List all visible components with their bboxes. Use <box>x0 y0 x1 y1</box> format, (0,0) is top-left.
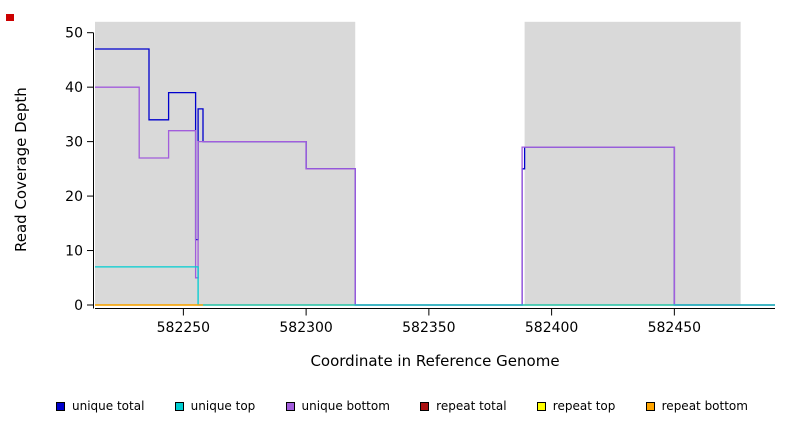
y-tick-label: 30 <box>65 135 83 151</box>
legend-label: repeat top <box>552 399 616 413</box>
x-tick-label: 582250 <box>157 320 210 336</box>
x-tick-label: 582300 <box>279 320 332 336</box>
legend-item-unique-total: unique total <box>56 399 144 413</box>
legend-label: unique bottom <box>301 399 390 413</box>
legend-item-repeat-top: repeat top <box>536 399 616 413</box>
x-axis-title: Coordinate in Reference Genome <box>310 352 560 370</box>
legend-swatch-unique-top <box>174 401 184 411</box>
legend-swatch-repeat-bottom <box>645 401 655 411</box>
x-tick-label: 582450 <box>648 320 701 336</box>
y-tick-label: 50 <box>65 26 83 42</box>
y-tick-label: 0 <box>74 298 83 314</box>
background-region <box>95 21 356 305</box>
y-tick-label: 20 <box>65 189 83 205</box>
chart-svg: 582250 582300 582350 582400 582450 0 10 20 30 40 5… <box>65 21 775 336</box>
x-tick-label: 582350 <box>402 320 455 336</box>
legend-label: unique top <box>190 399 256 413</box>
series-line-unique-bottom <box>95 86 775 306</box>
legend-label: unique total <box>72 399 145 413</box>
background-region <box>524 21 741 305</box>
y-tick-label: 10 <box>65 244 83 260</box>
y-tick-label: 40 <box>65 80 83 96</box>
legend-swatch-unique-bottom <box>285 401 295 411</box>
legend-item-repeat-total: repeat total <box>420 399 507 413</box>
legend-label: repeat total <box>436 399 507 413</box>
legend: unique total unique top unique bottom repea… <box>0 399 792 413</box>
legend-swatch-repeat-top <box>536 401 546 411</box>
stray-red-mark <box>6 14 14 21</box>
legend-label: repeat bottom <box>661 399 748 413</box>
legend-item-unique-top: unique top <box>174 399 256 413</box>
series-line-unique-top <box>95 266 775 306</box>
legend-item-unique-bottom: unique bottom <box>285 399 390 413</box>
legend-swatch-unique-total <box>56 401 65 411</box>
x-tick-label: 582400 <box>525 320 578 336</box>
y-axis-title: Read Coverage Depth <box>12 87 30 253</box>
legend-swatch-repeat-total <box>420 401 430 411</box>
legend-item-repeat-bottom: repeat bottom <box>645 399 748 413</box>
